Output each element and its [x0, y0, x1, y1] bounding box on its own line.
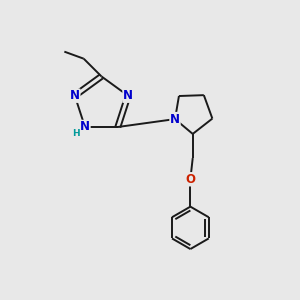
Text: N: N — [80, 121, 90, 134]
Text: N: N — [170, 112, 180, 126]
Text: N: N — [70, 89, 80, 102]
Text: H: H — [72, 129, 80, 138]
Text: N: N — [123, 89, 133, 102]
Text: O: O — [185, 173, 195, 186]
